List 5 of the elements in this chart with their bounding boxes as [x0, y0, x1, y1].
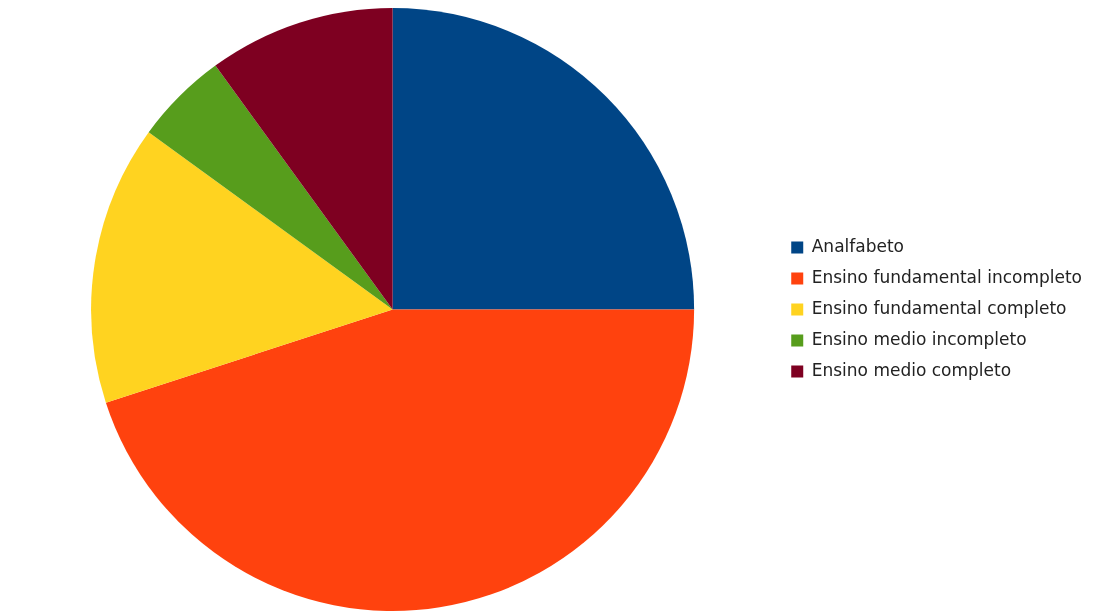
legend-label: Ensino medio completo	[811, 359, 1012, 380]
legend-label: Ensino fundamental incompleto	[811, 266, 1082, 287]
legend-label: Ensino medio incompleto	[811, 328, 1027, 349]
legend-label: Ensino fundamental completo	[811, 297, 1067, 318]
legend-label: Analfabeto	[811, 235, 904, 256]
